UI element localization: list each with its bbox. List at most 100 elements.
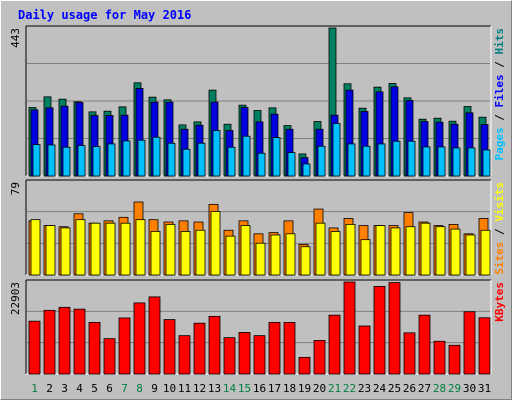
- x-tick-label: 29: [448, 382, 461, 395]
- x-tick-label: 24: [373, 382, 387, 395]
- bar-kbytes-day-19: [298, 356, 311, 375]
- bar-pages-day-26: [407, 140, 416, 177]
- bar-pages-day-3: [62, 146, 71, 177]
- bar-visits-day-21: [330, 231, 341, 276]
- bar-visits-day-2: [45, 225, 56, 276]
- bar-visits-day-30: [465, 234, 476, 276]
- bar-kbytes-day-23: [358, 325, 371, 375]
- x-tick-label: 8: [136, 382, 143, 395]
- bar-pages-day-11: [182, 148, 191, 177]
- bar-pages-day-29: [452, 147, 461, 177]
- bar-kbytes-day-14: [223, 337, 236, 375]
- bar-visits-day-24: [375, 225, 386, 276]
- bar-pages-day-20: [317, 145, 326, 177]
- x-tick-label: 30: [463, 382, 476, 395]
- bar-kbytes-day-11: [178, 335, 191, 375]
- x-tick-label: 12: [193, 382, 206, 395]
- bar-pages-day-21: [332, 123, 341, 177]
- bar-pages-day-16: [257, 152, 266, 177]
- bar-visits-day-29: [450, 228, 461, 276]
- scale-label: 79: [9, 182, 22, 195]
- bar-kbytes-day-1: [28, 320, 41, 375]
- x-tick-label: 1: [31, 382, 38, 395]
- legend-entry: Hits: [493, 28, 506, 55]
- series-legend-label: Pages / Files / Hits: [493, 28, 506, 161]
- bar-kbytes-day-28: [433, 340, 446, 375]
- bar-pages-day-28: [437, 146, 446, 177]
- bar-visits-day-10: [165, 223, 176, 276]
- bar-visits-day-16: [255, 242, 266, 276]
- bar-pages-day-12: [197, 142, 206, 177]
- x-tick-label: 13: [208, 382, 221, 395]
- series-legend-label: KBytes: [493, 282, 506, 322]
- bar-kbytes-day-2: [43, 309, 56, 375]
- x-tick-label: 9: [151, 382, 158, 395]
- bar-visits-day-6: [105, 222, 116, 276]
- bar-kbytes-day-27: [418, 314, 431, 375]
- bar-pages-day-30: [467, 147, 476, 177]
- bar-visits-day-26: [405, 226, 416, 276]
- x-tick-label: 16: [253, 382, 266, 395]
- bar-pages-day-22: [347, 143, 356, 177]
- bar-pages-day-8: [137, 139, 146, 177]
- bar-pages-day-19: [302, 163, 311, 177]
- bar-pages-day-4: [77, 145, 86, 177]
- bar-kbytes-day-13: [208, 315, 221, 375]
- bar-visits-day-14: [225, 235, 236, 276]
- x-tick-label: 7: [121, 382, 128, 395]
- bar-visits-day-5: [90, 222, 101, 276]
- bar-kbytes-day-9: [148, 296, 161, 375]
- bar-visits-day-7: [120, 222, 131, 276]
- legend-entry: /: [493, 55, 506, 75]
- series-legend-label: Sites / Visits: [493, 182, 506, 275]
- bar-kbytes-day-15: [238, 332, 251, 375]
- bar-kbytes-day-24: [373, 286, 386, 375]
- bar-visits-day-22: [345, 223, 356, 276]
- bar-pages-day-13: [212, 130, 221, 177]
- x-tick-label: 18: [283, 382, 296, 395]
- bar-kbytes-day-5: [88, 321, 101, 375]
- x-tick-label: 19: [298, 382, 311, 395]
- bar-pages-day-24: [377, 143, 386, 177]
- bar-kbytes-day-18: [283, 321, 296, 375]
- bar-kbytes-day-17: [268, 321, 281, 375]
- x-tick-label: 21: [328, 382, 341, 395]
- x-tick-label: 22: [343, 382, 356, 395]
- x-tick-label: 2: [46, 382, 53, 395]
- bar-pages-day-9: [152, 136, 161, 177]
- bar-pages-day-6: [107, 143, 116, 177]
- bar-visits-day-9: [150, 231, 161, 276]
- bar-kbytes-day-6: [103, 338, 116, 375]
- bar-pages-day-10: [167, 142, 176, 177]
- bar-kbytes-day-26: [403, 332, 416, 375]
- x-tick-label: 20: [313, 382, 326, 395]
- x-tick-label: 14: [223, 382, 237, 395]
- bar-visits-day-1: [30, 219, 41, 276]
- x-tick-label: 5: [91, 382, 98, 395]
- bar-pages-day-31: [482, 149, 491, 177]
- legend-entry: Pages: [493, 127, 506, 160]
- bar-visits-day-17: [270, 234, 281, 276]
- bar-kbytes-day-3: [58, 306, 71, 375]
- bar-kbytes-day-4: [73, 308, 86, 375]
- bar-pages-day-7: [122, 140, 131, 177]
- legend-entry: Visits: [493, 182, 506, 222]
- legend-entry: Files: [493, 74, 506, 107]
- bar-visits-day-12: [195, 229, 206, 276]
- bar-visits-day-15: [240, 225, 251, 276]
- bar-visits-day-23: [360, 239, 371, 276]
- chart-title: Daily usage for May 2016: [18, 8, 192, 22]
- bar-visits-day-20: [315, 222, 326, 276]
- bar-visits-day-4: [75, 219, 86, 276]
- bar-pages-day-25: [392, 140, 401, 177]
- x-tick-label: 10: [163, 382, 176, 395]
- bar-visits-day-13: [210, 211, 221, 276]
- bar-pages-day-18: [287, 152, 296, 177]
- legend-entry: Sites: [493, 242, 506, 275]
- bar-pages-day-17: [272, 137, 281, 177]
- bar-visits-day-3: [60, 227, 71, 276]
- x-tick-label: 15: [238, 382, 251, 395]
- legend-entry: KBytes: [493, 282, 506, 322]
- bar-kbytes-day-21: [328, 314, 341, 375]
